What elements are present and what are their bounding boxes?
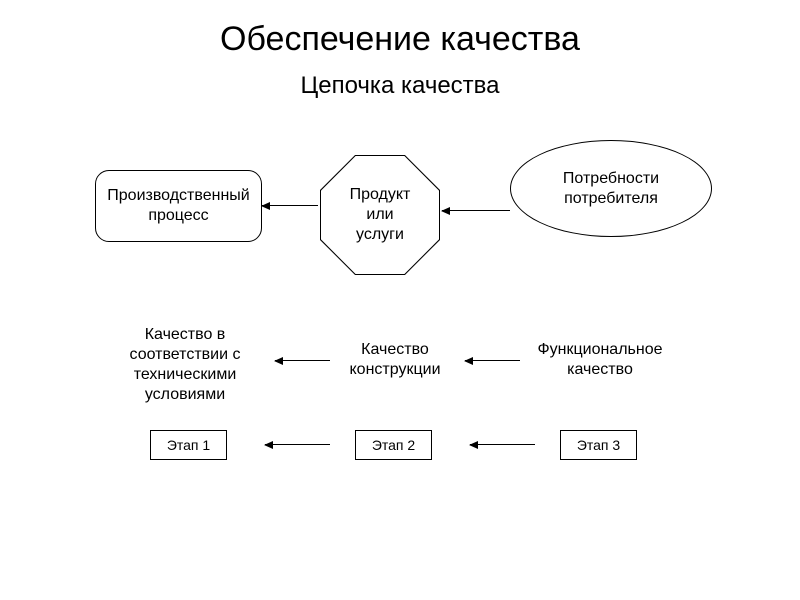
page-title: Обеспечение качества [0,20,800,59]
node-process-label: Производственныйпроцесс [107,186,249,226]
node-consumer-label: Потребностипотребителя [563,169,659,209]
node-stage-1: Этап 1 [150,430,227,460]
edge-stage3-to-stage2 [470,444,535,445]
edge-func-to-design [465,360,520,361]
node-quality-spec: Качество всоответствии стехническимиусло… [105,325,265,405]
node-stage-2-label: Этап 2 [372,437,415,453]
node-product-label: Продуктилиуслуги [350,185,411,245]
node-quality-spec-label: Качество всоответствии стехническимиусло… [130,326,241,403]
edge-design-to-spec [275,360,330,361]
edge-stage2-to-stage1 [265,444,330,445]
node-quality-design: Качествоконструкции [335,340,455,380]
node-consumer: Потребностипотребителя [510,140,712,237]
node-stage-3: Этап 3 [560,430,637,460]
node-quality-design-label: Качествоконструкции [350,341,441,378]
node-product: Продуктилиуслуги [320,155,440,275]
node-stage-1-label: Этап 1 [167,437,210,453]
edge-product-to-process [262,205,318,206]
node-stage-3-label: Этап 3 [577,437,620,453]
node-quality-func: Функциональноекачество [520,340,680,380]
node-quality-func-label: Функциональноекачество [537,341,662,378]
page-subtitle: Цепочка качества [0,72,800,100]
node-process: Производственныйпроцесс [95,170,262,242]
edge-consumer-to-product [442,210,510,211]
diagram-canvas: Обеспечение качества Цепочка качества Пр… [0,0,800,600]
node-stage-2: Этап 2 [355,430,432,460]
